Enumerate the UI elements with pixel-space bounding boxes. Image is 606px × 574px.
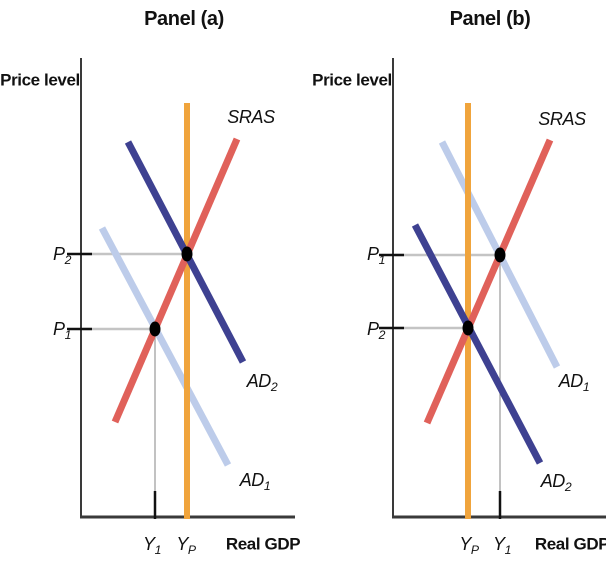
panel-a-price-label-p2: P2 bbox=[52, 244, 71, 266]
panel-b-price-label-p2: P2 bbox=[366, 319, 385, 341]
panel-b-x-axis-label-text: Real GDP bbox=[534, 534, 606, 554]
panel-b-y-axis-label: Price level bbox=[312, 72, 392, 89]
panel-b-x-axis-label: Real GDP bbox=[535, 536, 606, 553]
panel-a-x-tick-y1: Y1 bbox=[142, 534, 161, 556]
panel-a-title-text: Panel (a) bbox=[144, 8, 224, 30]
panel-a-p2-sub: 2 bbox=[64, 252, 72, 267]
panel-b-ad1-label: AD1 bbox=[558, 371, 590, 393]
equilibrium-dot-p1-y1-b bbox=[494, 247, 506, 263]
panel-a-sras-label-text: SRAS bbox=[227, 107, 275, 127]
panel-a-y-axis-label: Price level bbox=[0, 72, 80, 89]
panel-a-y1-base: Y bbox=[142, 534, 155, 554]
equilibrium-dot-p1-y1-a bbox=[149, 321, 161, 337]
panel-a-yp-base: Y bbox=[176, 534, 188, 554]
panel-b-y-axis-label-text: Price level bbox=[312, 70, 392, 90]
panel-b-title: Panel (b) bbox=[450, 9, 531, 29]
panel-a-x-tick-yp: YP bbox=[176, 534, 196, 556]
panel-a-title: Panel (a) bbox=[144, 9, 224, 29]
equilibrium-dot-p2-yp-b bbox=[462, 320, 474, 336]
panel-a-ad2-label-sub: 2 bbox=[270, 379, 278, 394]
panel-b-p2-sub: 2 bbox=[378, 327, 386, 342]
panel-b-p1-sub: 1 bbox=[378, 252, 386, 267]
panel-b-x-tick-yp: YP bbox=[459, 534, 479, 556]
panel-a-ad1-label: AD1 bbox=[239, 470, 271, 492]
panel-b-yp-base: Y bbox=[459, 534, 471, 554]
panel-b-p2-base: P bbox=[366, 319, 379, 339]
panel-a-x-axis-label-text: Real GDP bbox=[225, 534, 301, 554]
panel-a-ad2-label: AD2 bbox=[246, 371, 278, 393]
panel-b-sras-label-text: SRAS bbox=[538, 109, 586, 129]
panel-a-ad1-label-base: AD bbox=[239, 470, 265, 490]
ad1-curve-a bbox=[98, 226, 232, 467]
panel-a-x-axis-label: Real GDP bbox=[225, 534, 301, 554]
panel-a-ad2-label-base: AD bbox=[246, 371, 272, 391]
panel-b-p1-base: P bbox=[366, 244, 379, 264]
panel-b-price-label-p1: P1 bbox=[366, 244, 385, 266]
panel-b-y1-sub: 1 bbox=[504, 542, 512, 557]
panel-b-x-tick-y1: Y1 bbox=[492, 534, 511, 556]
panel-b-ad2-label: AD2 bbox=[540, 471, 572, 493]
panel-b-y1-base: Y bbox=[492, 534, 505, 554]
sras-curve-b bbox=[423, 138, 554, 425]
panel-b-yp-sub: P bbox=[470, 542, 479, 557]
panel-b-title-text: Panel (b) bbox=[449, 8, 531, 30]
panel-b-sras-label: SRAS bbox=[538, 109, 586, 129]
panel-a-ad1-label-sub: 1 bbox=[263, 478, 271, 493]
panel-a-p1-sub: 1 bbox=[64, 327, 72, 342]
panel-b-ad2-label-base: AD bbox=[540, 471, 566, 491]
panel-b-ad1-label-sub: 1 bbox=[582, 379, 590, 394]
panel-a-yp-sub: P bbox=[187, 542, 196, 557]
panel-a-y-axis-label-text: Price level bbox=[0, 70, 80, 90]
equilibrium-dot-p2-yp-a bbox=[181, 246, 193, 262]
panel-b-ad1-label-base: AD bbox=[558, 371, 584, 391]
panel-b-ad2-label-sub: 2 bbox=[564, 479, 572, 494]
panel-a-p2-base: P bbox=[52, 244, 65, 264]
sras-curve-a bbox=[111, 137, 241, 424]
panel-a-price-label-p1: P1 bbox=[52, 319, 71, 341]
panel-a-y1-sub: 1 bbox=[154, 542, 162, 557]
panel-a-p1-base: P bbox=[52, 319, 65, 339]
panel-a-sras-label: SRAS bbox=[227, 107, 275, 127]
ad2-curve-b bbox=[411, 223, 544, 465]
